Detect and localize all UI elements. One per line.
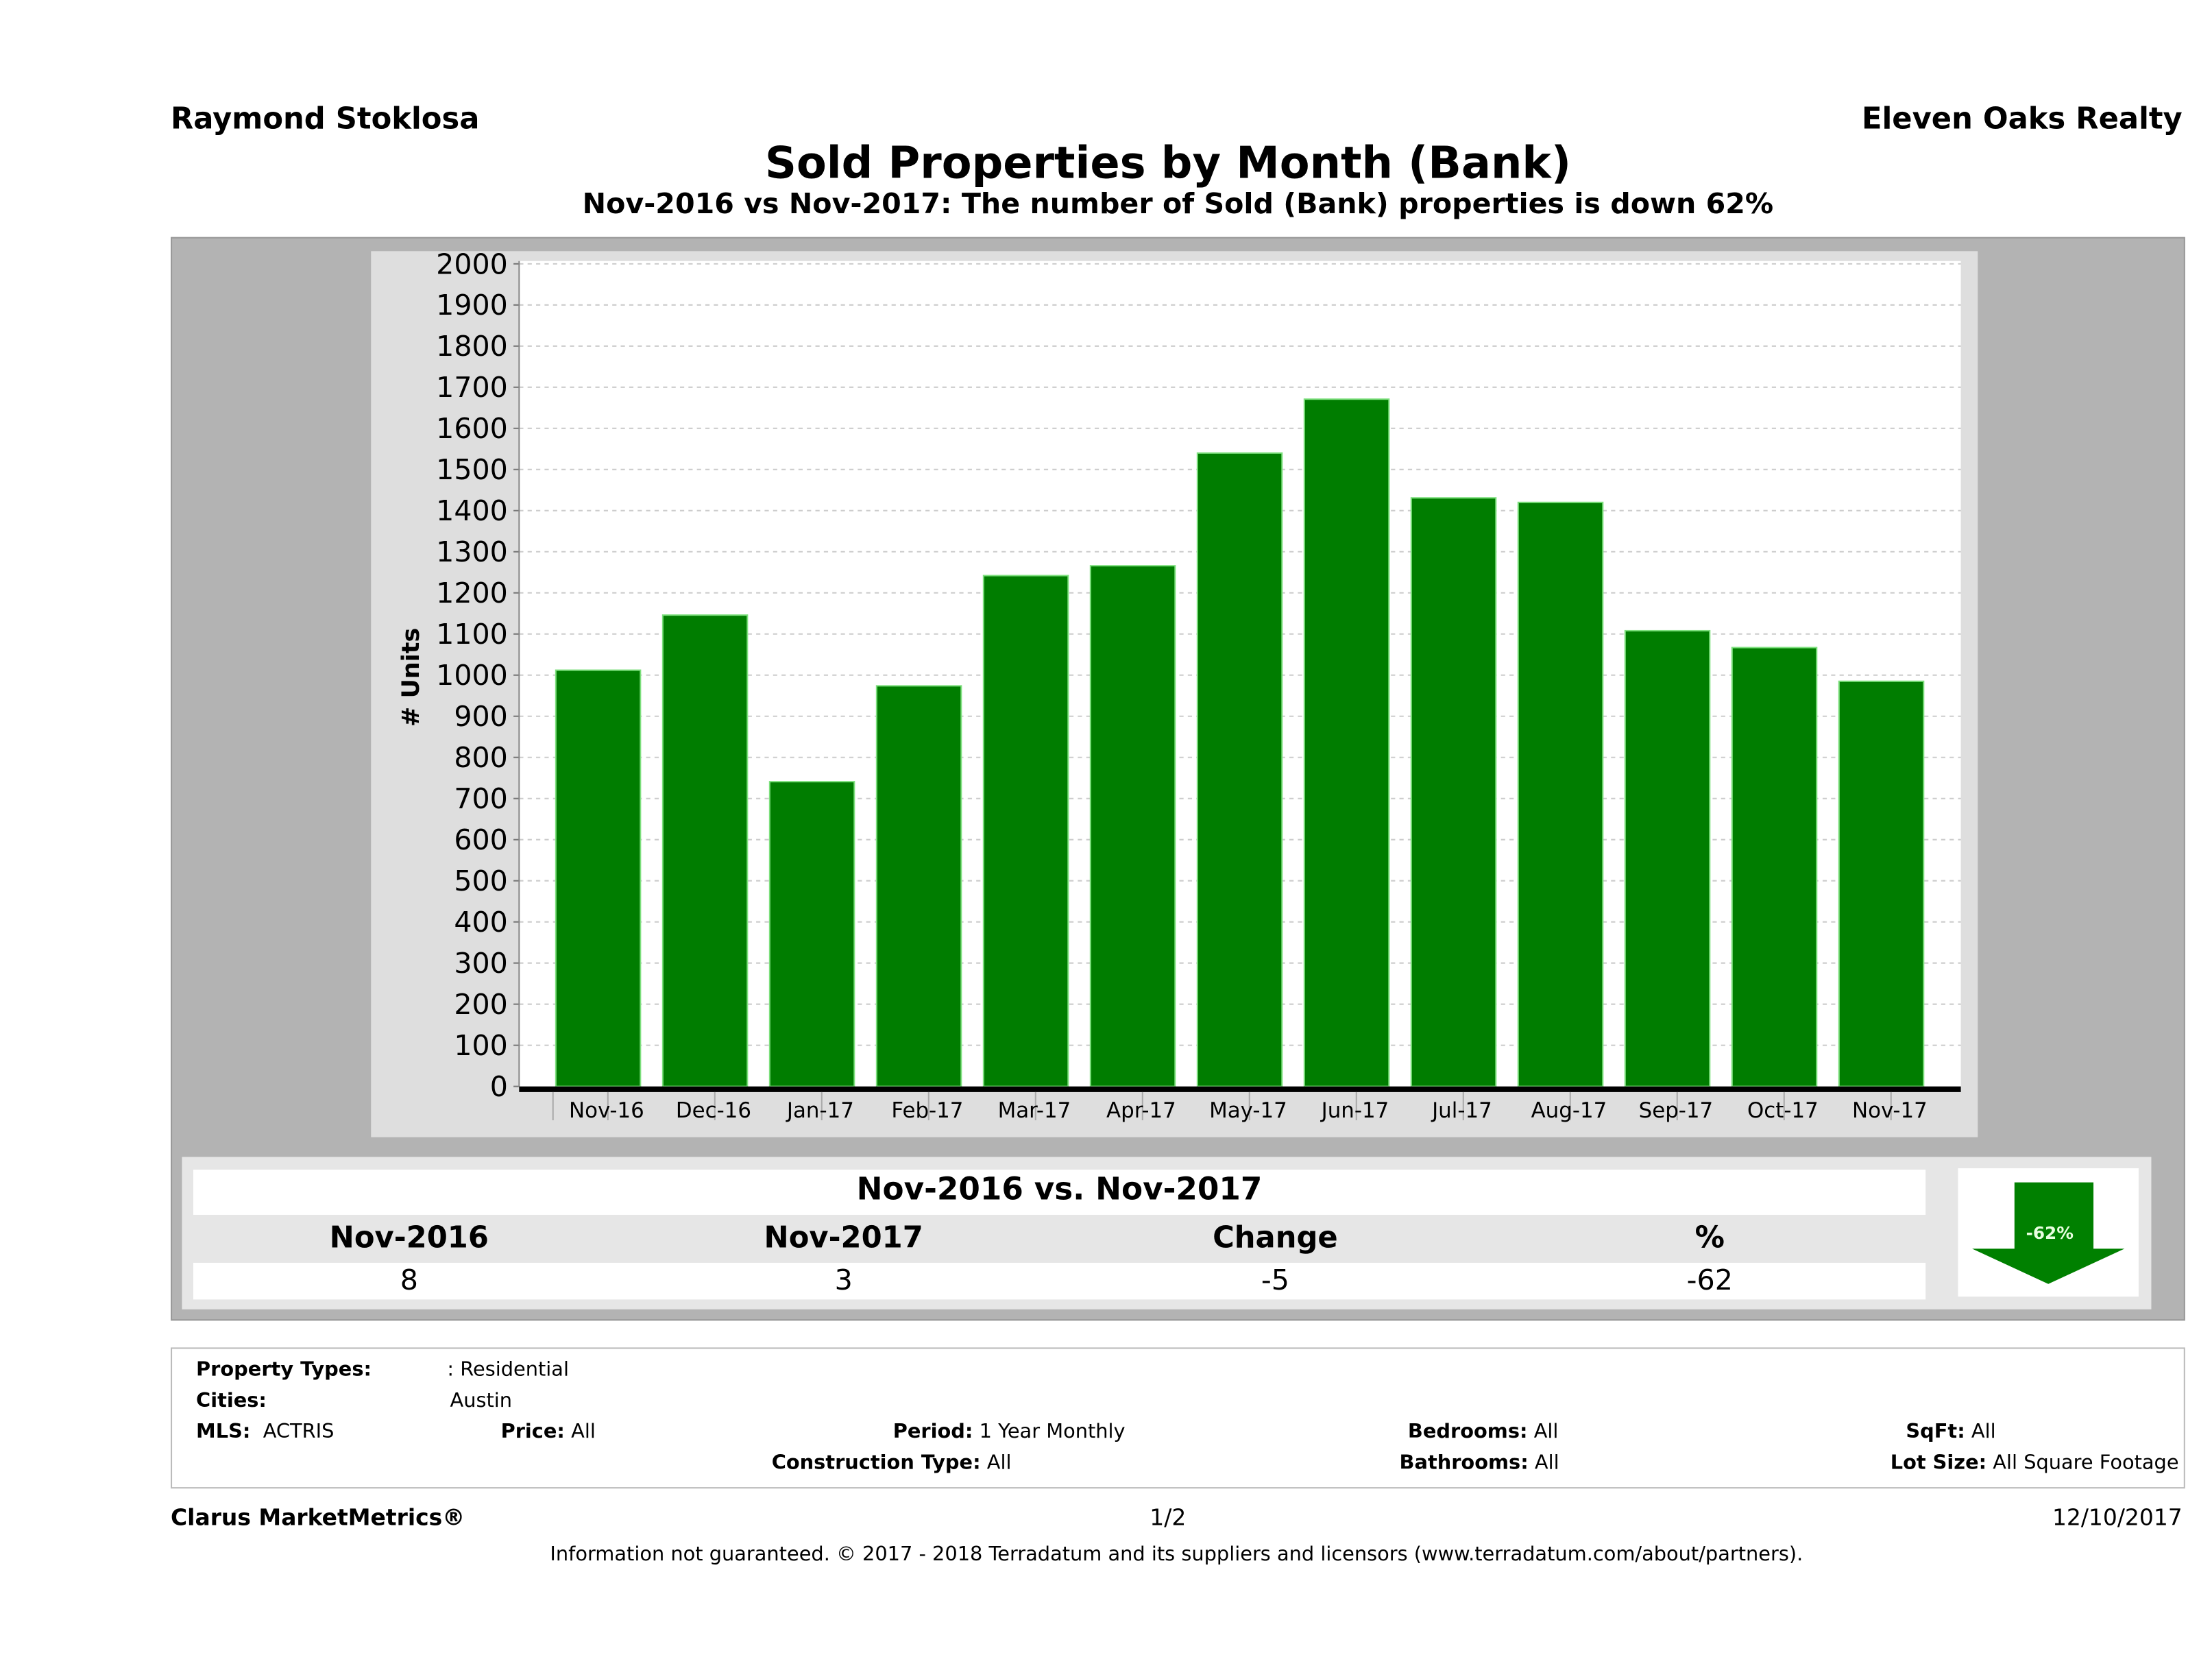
y-tick-label: 1000 bbox=[436, 659, 508, 692]
bar-nov-16 bbox=[555, 669, 642, 1087]
y-tick-label: 100 bbox=[454, 1029, 508, 1062]
footer-brand: Clarus MarketMetrics® bbox=[171, 1503, 465, 1531]
page-number: 1/2 bbox=[1150, 1503, 1187, 1531]
bar-jun-17 bbox=[1303, 398, 1390, 1087]
filter-label-sqft: SqFt: bbox=[1906, 1421, 1965, 1444]
column-header-curr: Nov-2017 bbox=[764, 1220, 923, 1255]
bar-may-17 bbox=[1196, 452, 1283, 1087]
filter-label-cities: Cities: bbox=[196, 1390, 267, 1413]
filter-label-price: Price: bbox=[500, 1421, 565, 1444]
comparison-table: Nov-2016 vs. Nov-2017 Nov-2016 Nov-2017 … bbox=[182, 1157, 2152, 1309]
x-axis-line bbox=[519, 1086, 1961, 1092]
y-tick-label: 1900 bbox=[436, 289, 508, 322]
x-tick-label: Nov-17 bbox=[1852, 1098, 1928, 1123]
filter-value-lot-size: All Square Footage bbox=[1993, 1451, 2179, 1475]
bar-dec-16 bbox=[661, 614, 749, 1087]
x-tick-label: Jul-17 bbox=[1431, 1098, 1492, 1123]
y-tick-label: 0 bbox=[490, 1070, 508, 1103]
bar-jan-17 bbox=[768, 781, 855, 1087]
y-tick-label: 1500 bbox=[436, 453, 508, 486]
bar-nov-17 bbox=[1838, 680, 1925, 1087]
filter-value-mls: ACTRIS bbox=[263, 1421, 335, 1444]
report-filters: Property Types: : Residential Cities: Au… bbox=[171, 1347, 2185, 1489]
filter-value-cities: Austin bbox=[450, 1390, 513, 1413]
filter-value-construction: All bbox=[986, 1451, 1012, 1475]
y-tick-label: 800 bbox=[454, 741, 508, 774]
y-tick-label: 1100 bbox=[436, 618, 508, 651]
x-tick-label: Feb-17 bbox=[891, 1098, 963, 1123]
filter-value-period: 1 Year Monthly bbox=[979, 1421, 1126, 1444]
bar-feb-17 bbox=[875, 685, 962, 1087]
x-tick-label: Sep-17 bbox=[1639, 1098, 1714, 1123]
x-tick-label: Apr-17 bbox=[1106, 1098, 1176, 1123]
value-prev: 8 bbox=[400, 1262, 418, 1297]
filter-label-lot-size: Lot Size: bbox=[1890, 1451, 1987, 1475]
change-percent-label: -62% bbox=[2026, 1223, 2074, 1243]
filter-label-bathrooms: Bathrooms: bbox=[1399, 1451, 1529, 1475]
bar-chart: 0 100 200 300 400 500 600 700 800 900 1000 1100 1200… bbox=[398, 247, 1961, 1123]
value-curr: 3 bbox=[834, 1262, 853, 1297]
comparison-header-band: Nov-2016 vs. Nov-2017 bbox=[193, 1170, 1926, 1215]
report-title: Sold Properties by Month (Bank) bbox=[765, 138, 1572, 189]
x-tick-label: Aug-17 bbox=[1531, 1098, 1607, 1123]
bar-sep-17 bbox=[1624, 629, 1711, 1087]
y-tick-label: 700 bbox=[454, 782, 508, 815]
x-tick-label: Jan-17 bbox=[786, 1098, 854, 1123]
column-header-percent: % bbox=[1694, 1220, 1725, 1255]
y-tick-label: 1800 bbox=[436, 330, 508, 363]
x-tick-label: Oct-17 bbox=[1747, 1098, 1819, 1123]
x-tick-label: Jun-17 bbox=[1320, 1098, 1389, 1123]
x-tick-label: Dec-16 bbox=[676, 1098, 751, 1123]
y-tick-label: 1700 bbox=[436, 371, 508, 404]
agent-name: Raymond Stoklosa bbox=[171, 101, 480, 136]
chart-container: 0 100 200 300 400 500 600 700 800 900 1000 1100 1200… bbox=[371, 247, 1978, 1137]
filter-value-price: All bbox=[571, 1421, 596, 1444]
comparison-heading: Nov-2016 vs. Nov-2017 bbox=[856, 1172, 1263, 1208]
filter-label-construction: Construction Type: bbox=[771, 1451, 981, 1475]
y-tick-label: 1200 bbox=[436, 577, 508, 609]
report-subtitle: Nov-2016 vs Nov-2017: The number of Sold… bbox=[582, 186, 1774, 221]
bar-aug-17 bbox=[1517, 501, 1604, 1087]
filter-label-period: Period: bbox=[892, 1421, 973, 1444]
comparison-values-row: 8 3 -5 -62 bbox=[193, 1262, 1926, 1300]
value-percent: -62 bbox=[1686, 1262, 1733, 1297]
filter-label-property-types: Property Types: bbox=[196, 1358, 372, 1381]
y-tick-label: 200 bbox=[454, 988, 508, 1021]
filter-label-bedrooms: Bedrooms: bbox=[1407, 1421, 1528, 1444]
x-tick-label: Mar-17 bbox=[998, 1098, 1071, 1123]
bar-oct-17 bbox=[1731, 647, 1818, 1087]
value-change: -5 bbox=[1261, 1262, 1289, 1297]
bar-apr-17 bbox=[1089, 565, 1176, 1087]
x-tick-label: Nov-16 bbox=[569, 1098, 644, 1123]
column-header-prev: Nov-2016 bbox=[329, 1220, 489, 1255]
filter-value-sqft: All bbox=[1971, 1421, 1996, 1444]
y-tick-label: 600 bbox=[454, 823, 508, 856]
y-tick-label: 1600 bbox=[436, 412, 508, 445]
y-axis-label: # Units bbox=[398, 628, 425, 727]
bar-jul-17 bbox=[1410, 497, 1497, 1087]
y-tick-label: 1300 bbox=[436, 535, 508, 568]
bar-mar-17 bbox=[982, 575, 1069, 1087]
comparison-column-headers: Nov-2016 Nov-2017 Change % bbox=[193, 1216, 1925, 1260]
y-tick-label: 1400 bbox=[436, 494, 508, 527]
down-arrow-icon: -62% bbox=[1972, 1182, 2125, 1284]
filter-value-bedrooms: All bbox=[1533, 1421, 1559, 1444]
disclaimer: Information not guaranteed. © 2017 - 201… bbox=[550, 1543, 1803, 1567]
y-tick-label: 2000 bbox=[436, 251, 508, 280]
filter-value-bathrooms: All bbox=[1534, 1451, 1559, 1475]
change-indicator: -62% bbox=[1958, 1168, 2139, 1297]
y-tick-label: 900 bbox=[454, 700, 508, 733]
x-tick-label: May-17 bbox=[1209, 1098, 1287, 1123]
filter-label-mls: MLS: bbox=[196, 1421, 251, 1444]
column-header-change: Change bbox=[1213, 1220, 1338, 1255]
y-tick-label: 400 bbox=[454, 906, 508, 939]
report-date: 12/10/2017 bbox=[2052, 1503, 2183, 1531]
y-tick-label: 500 bbox=[454, 865, 508, 897]
filter-value-property-types: : Residential bbox=[447, 1358, 569, 1381]
y-tick-label: 300 bbox=[454, 947, 508, 980]
brokerage-name: Eleven Oaks Realty bbox=[1861, 101, 2183, 136]
